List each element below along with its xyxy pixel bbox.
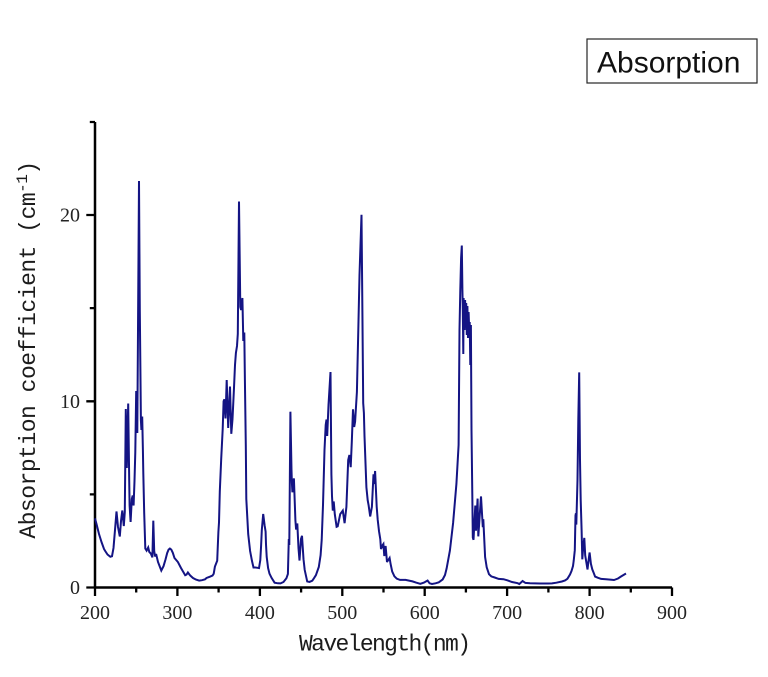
svg-text:Absorption coefficient (cm-1): Absorption coefficient (cm-1)	[14, 161, 42, 538]
svg-text:Absorption: Absorption	[597, 47, 740, 80]
svg-text:Wavelength(nm): Wavelength(nm)	[299, 632, 471, 658]
svg-text:10: 10	[60, 391, 80, 413]
svg-text:900: 900	[657, 602, 687, 624]
svg-text:500: 500	[327, 602, 357, 624]
svg-text:20: 20	[60, 205, 80, 227]
svg-text:200: 200	[80, 602, 110, 624]
svg-text:0: 0	[70, 577, 80, 599]
svg-text:300: 300	[162, 602, 192, 624]
svg-text:600: 600	[410, 602, 440, 624]
svg-text:400: 400	[245, 602, 275, 624]
svg-text:800: 800	[575, 602, 605, 624]
svg-text:700: 700	[492, 602, 522, 624]
